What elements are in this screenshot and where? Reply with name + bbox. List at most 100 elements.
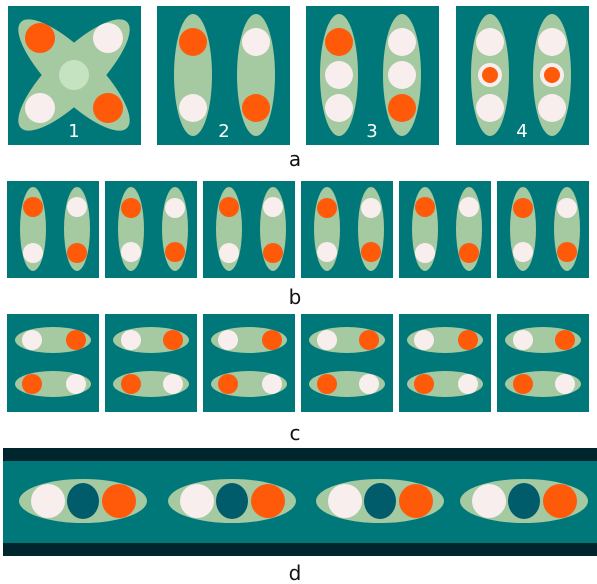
white-ion	[263, 197, 283, 217]
orange-ion	[262, 330, 282, 350]
white-ion	[325, 61, 353, 89]
panel-a3: 3	[306, 6, 439, 145]
orange-ion	[513, 198, 533, 218]
orange-ion	[361, 242, 381, 262]
ion-unit-3	[316, 479, 444, 523]
white-ion	[179, 94, 207, 122]
white-ion	[180, 484, 214, 518]
orange-ion	[25, 23, 55, 53]
orange-ion	[557, 242, 577, 262]
caption-b: b	[289, 285, 302, 309]
white-ion	[513, 330, 533, 350]
white-ion	[557, 198, 577, 218]
white-ion	[163, 374, 183, 394]
orange-ion	[67, 243, 87, 263]
panel-a4: 4	[456, 6, 589, 145]
orange-ion	[93, 93, 123, 123]
ion-unit-4	[460, 479, 588, 523]
white-ion	[25, 93, 55, 123]
row-a: 1 2 3	[8, 6, 589, 171]
white-ion	[325, 94, 353, 122]
orange-ion	[23, 197, 43, 217]
panel-c2	[105, 314, 197, 412]
white-ion	[121, 242, 141, 262]
white-ion	[388, 28, 416, 56]
row-b: b	[7, 181, 589, 309]
orange-ion	[219, 197, 239, 217]
orange-ion	[163, 330, 183, 350]
white-ion	[22, 330, 42, 350]
white-ion	[31, 484, 65, 518]
white-ion	[23, 243, 43, 263]
panel-c1	[7, 314, 99, 412]
white-ion	[67, 197, 87, 217]
white-ion	[472, 484, 506, 518]
dark-ion	[216, 483, 248, 519]
panel-number: 1	[68, 121, 79, 142]
orange-ion	[414, 374, 434, 394]
orange-ion	[388, 94, 416, 122]
white-ion	[317, 330, 337, 350]
orange-ion	[263, 243, 283, 263]
dark-band-bottom	[3, 543, 597, 556]
panel-b1	[7, 181, 99, 278]
white-ion	[476, 28, 504, 56]
panel-a1: 1	[8, 6, 141, 145]
panel-b2	[105, 181, 197, 278]
panel-b3	[203, 181, 295, 278]
orange-ion	[251, 484, 285, 518]
orange-ion	[555, 330, 575, 350]
panel-number: 4	[516, 121, 527, 142]
white-ion	[317, 242, 337, 262]
panel-c3	[203, 314, 295, 412]
white-ion	[121, 330, 141, 350]
orange-ion	[482, 67, 498, 83]
dark-ion	[67, 483, 99, 519]
white-ion	[513, 242, 533, 262]
orange-ion	[165, 242, 185, 262]
white-ion	[476, 94, 504, 122]
orange-ion	[218, 374, 238, 394]
white-ion	[388, 61, 416, 89]
orange-ion	[458, 330, 478, 350]
row-d: d	[3, 448, 597, 584]
orange-ion	[242, 94, 270, 122]
caption-d: d	[289, 561, 302, 584]
white-ion	[66, 374, 86, 394]
caption-c: c	[290, 421, 301, 445]
panel-a2: 2	[157, 6, 290, 145]
orange-ion	[415, 197, 435, 217]
orange-ion	[22, 374, 42, 394]
center-spot	[59, 60, 89, 90]
white-ion	[538, 28, 566, 56]
white-ion	[165, 198, 185, 218]
white-ion	[459, 197, 479, 217]
caption-a: a	[289, 147, 301, 171]
orange-ion	[325, 28, 353, 56]
white-ion	[414, 330, 434, 350]
orange-ion	[459, 243, 479, 263]
orange-ion	[544, 67, 560, 83]
dark-ion	[364, 483, 396, 519]
orange-ion	[121, 374, 141, 394]
dark-band-top	[3, 448, 597, 462]
white-ion	[458, 374, 478, 394]
dark-ion	[508, 483, 540, 519]
orange-ion	[66, 330, 86, 350]
white-ion	[218, 330, 238, 350]
orange-ion	[102, 484, 136, 518]
white-ion	[262, 374, 282, 394]
panel-c5	[399, 314, 491, 412]
panel-b6	[497, 181, 589, 278]
panel-b5	[399, 181, 491, 278]
white-ion	[361, 198, 381, 218]
orange-ion	[399, 484, 433, 518]
panel-b4	[301, 181, 393, 278]
orange-ion	[513, 374, 533, 394]
white-ion	[219, 243, 239, 263]
orange-ion	[543, 484, 577, 518]
white-ion	[242, 28, 270, 56]
white-ion	[359, 374, 379, 394]
panel-c6	[497, 314, 589, 412]
